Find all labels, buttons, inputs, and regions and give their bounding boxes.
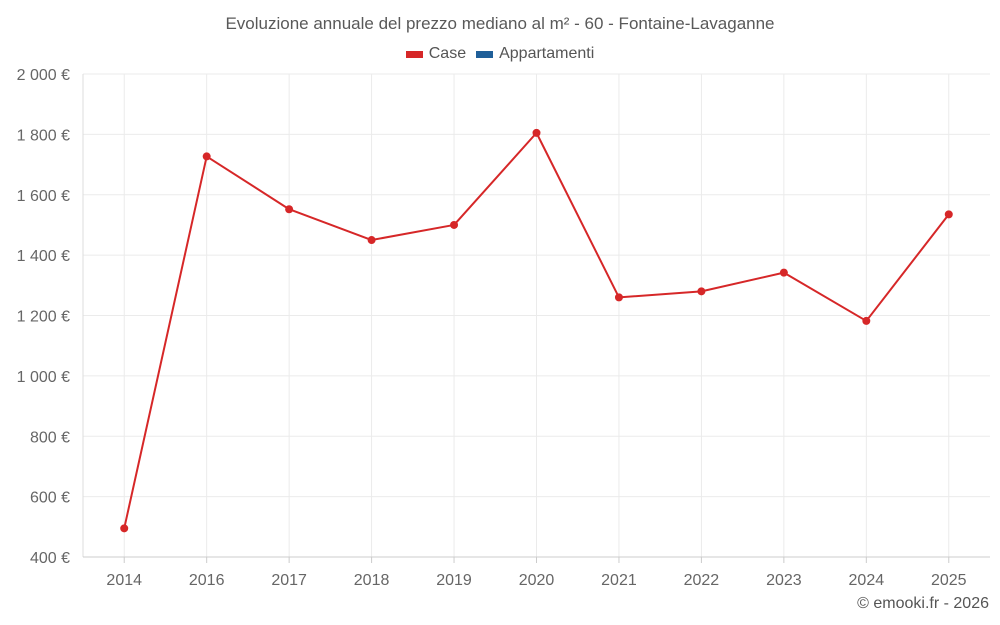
y-tick-label: 1 400 € (17, 248, 70, 265)
legend-label-case: Case (428, 45, 467, 62)
data-point (532, 128, 541, 137)
legend-swatch-appartamenti (476, 50, 494, 58)
x-tick-label: 2014 (106, 572, 142, 589)
x-tick-label: 2019 (436, 572, 472, 589)
data-point (944, 210, 953, 219)
legend-item-case[interactable]: Case (405, 45, 467, 63)
y-tick-label: 400 € (30, 550, 70, 567)
x-tick-label: 2018 (354, 572, 390, 589)
data-point (697, 287, 706, 296)
data-point (120, 524, 129, 533)
legend-swatch-case (405, 50, 423, 58)
x-tick-label: 2020 (519, 572, 555, 589)
y-tick-label: 1 800 € (17, 127, 70, 144)
y-tick-label: 2 000 € (17, 67, 70, 84)
y-tick-label: 1 000 € (17, 369, 70, 386)
legend: Case Appartamenti (0, 45, 1000, 63)
x-tick-label: 2024 (849, 572, 885, 589)
y-tick-label: 800 € (30, 429, 70, 446)
copyright-footer: © emooki.fr - 2026 (857, 595, 989, 612)
data-point (202, 152, 211, 161)
x-tick-label: 2023 (766, 572, 802, 589)
data-point (862, 316, 871, 325)
data-point (450, 220, 459, 229)
legend-label-appartamenti: Appartamenti (499, 45, 595, 62)
x-tick-label: 2022 (684, 572, 720, 589)
legend-item-appartamenti[interactable]: Appartamenti (476, 45, 594, 63)
data-point (367, 236, 376, 245)
data-point (285, 205, 294, 214)
x-tick-label: 2021 (601, 572, 637, 589)
y-tick-label: 1 200 € (17, 309, 70, 326)
x-tick-label: 2016 (189, 572, 225, 589)
x-tick-label: 2025 (931, 572, 967, 589)
x-tick-label: 2017 (271, 572, 307, 589)
y-tick-label: 600 € (30, 490, 70, 507)
data-point (614, 293, 623, 302)
data-point (779, 268, 788, 277)
chart-title: Evoluzione annuale del prezzo mediano al… (225, 14, 775, 33)
y-tick-label: 1 600 € (17, 188, 70, 205)
